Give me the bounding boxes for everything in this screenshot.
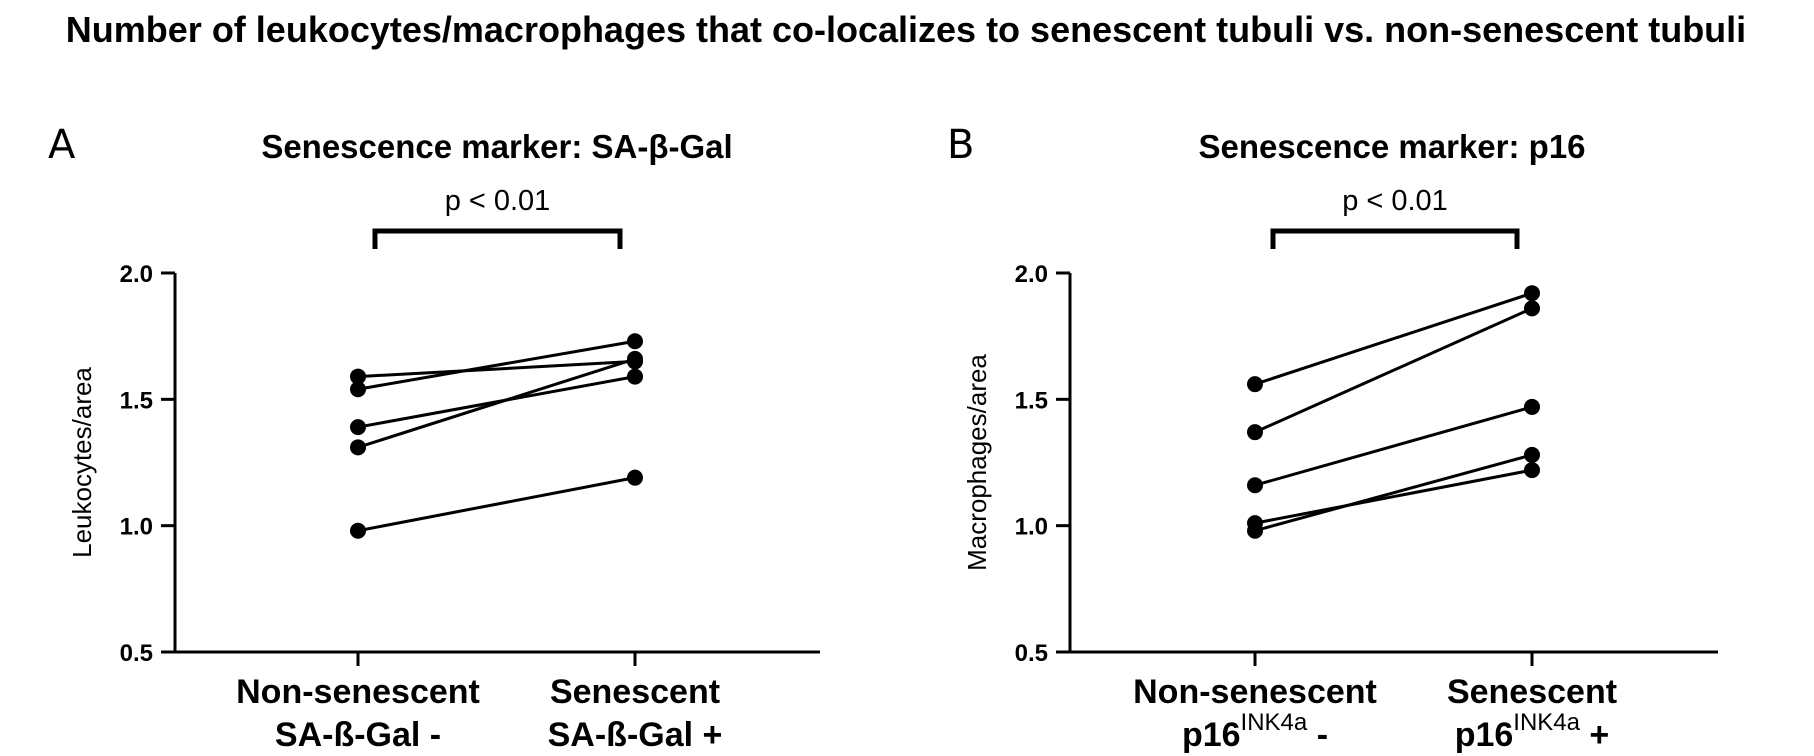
y-axis-label: Leukocytes/area	[67, 367, 97, 558]
y-tick-label: 2.0	[120, 261, 153, 288]
pair-line	[357, 339, 636, 391]
y-tick-label: 1.0	[120, 514, 153, 541]
panel-a: A Senescence marker: SA-β-Gal p < 0.01 0.5 1…	[48, 122, 820, 754]
main-title: Number of leukocytes/macrophages that co…	[66, 9, 1746, 50]
data-point	[627, 350, 643, 367]
panel-title: Senescence marker: SA-β-Gal	[261, 128, 732, 165]
data-point	[1247, 477, 1263, 494]
data-point	[1524, 446, 1540, 463]
data-point	[1524, 462, 1540, 479]
x-category-sublabel-main: p16	[1455, 716, 1514, 754]
data-point	[627, 333, 643, 350]
pair-line	[1254, 453, 1533, 533]
y-tick-label: 1.5	[120, 387, 153, 414]
significance-label: p < 0.01	[1342, 185, 1448, 217]
y-axis-label: Macrophages/area	[962, 354, 992, 571]
pair-line	[1254, 291, 1533, 386]
data-point	[350, 368, 366, 385]
x-category-sublabel: SA-ß-Gal -	[275, 716, 441, 754]
panel-title: Senescence marker: p16	[1198, 128, 1585, 165]
y-tick-label: 0.5	[120, 640, 153, 667]
x-category-label: Non-senescent	[1133, 673, 1377, 711]
data-point	[350, 439, 366, 456]
data-point	[1247, 522, 1263, 539]
panel-letter: B	[947, 122, 974, 168]
pair-line	[357, 476, 636, 533]
data-point	[350, 419, 366, 436]
x-category-sublabel-superscript: INK4a	[1513, 709, 1580, 736]
data-point	[350, 522, 366, 539]
significance-bracket	[372, 228, 623, 249]
y-tick-label: 0.5	[1015, 640, 1048, 667]
x-category-label: Non-senescent	[236, 673, 480, 711]
x-category-sublabel-main: p16	[1182, 716, 1241, 754]
significance-label: p < 0.01	[445, 185, 551, 217]
x-category-sublabel-superscript: INK4a	[1241, 709, 1308, 736]
data-point	[627, 368, 643, 385]
x-category-sublabel-main: SA-ß-Gal -	[275, 716, 441, 754]
data-point	[1524, 398, 1540, 415]
y-tick-label: 1.0	[1015, 514, 1048, 541]
y-tick-label: 1.5	[1015, 387, 1048, 414]
data-point	[627, 469, 643, 486]
pair-line	[357, 359, 636, 379]
x-category-label: Senescent	[550, 673, 720, 711]
x-category-sublabel-suffix: +	[1580, 716, 1609, 754]
x-category-sublabel-suffix: -	[1307, 716, 1328, 754]
x-category-sublabel: p16INK4a +	[1455, 709, 1610, 754]
x-category-sublabel: p16INK4a -	[1182, 709, 1328, 754]
significance-bracket	[1270, 228, 1520, 249]
pair-line	[1254, 468, 1533, 525]
panel-b: B Senescence marker: p16 p < 0.01 0.5 1.0 1.5…	[947, 122, 1718, 754]
panel-letter: A	[48, 122, 76, 168]
data-point	[1247, 424, 1263, 441]
pair-line	[1254, 307, 1533, 434]
pair-line	[357, 357, 636, 449]
data-point	[1247, 376, 1263, 393]
data-point	[350, 381, 366, 398]
x-category-sublabel-main: SA-ß-Gal +	[548, 716, 723, 754]
data-point	[1524, 285, 1540, 302]
x-category-sublabel: SA-ß-Gal +	[548, 716, 723, 754]
pair-line	[1254, 405, 1533, 487]
data-point	[1524, 300, 1540, 317]
x-category-label: Senescent	[1447, 673, 1617, 711]
y-tick-label: 2.0	[1015, 261, 1048, 288]
